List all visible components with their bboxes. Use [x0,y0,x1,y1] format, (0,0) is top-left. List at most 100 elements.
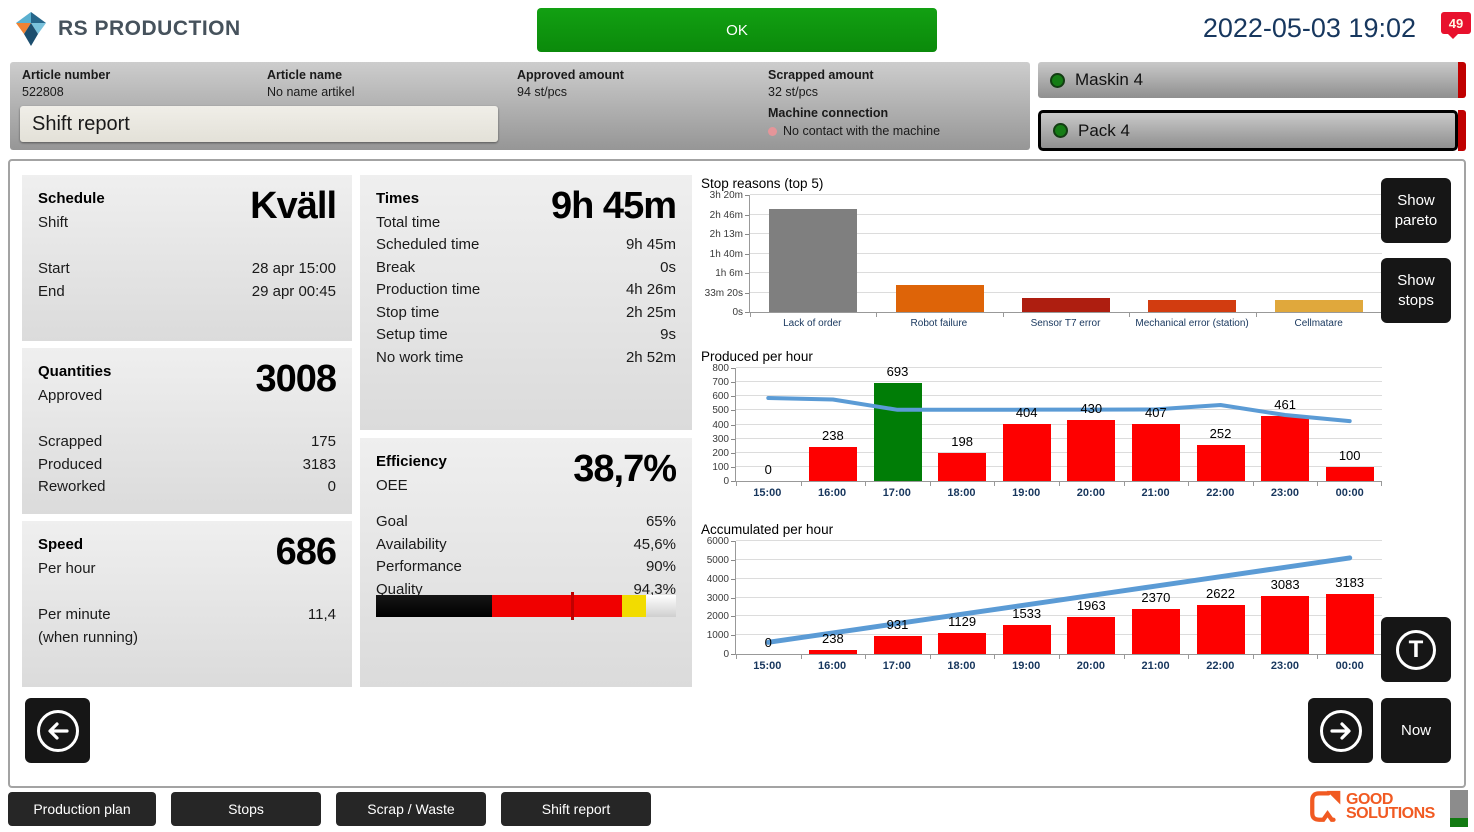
row-label: Setup time [376,326,448,343]
x-axis-label: 15:00 [753,660,782,672]
chart-bar [1022,297,1110,312]
reworked-row: Reworked 0 [38,476,336,499]
show-pareto-button[interactable]: Show pareto [1381,178,1451,243]
t-icon: T [1396,629,1436,670]
x-axis-label: 18:00 [947,487,976,499]
next-shift-button[interactable] [1308,698,1373,763]
quantities-title: Quantities [38,363,112,380]
accumulated-per-hour-chart: Accumulated per hour 0 1000 2000 3000 4000 50… [701,522,1382,672]
bar-value-label: 3083 [1270,576,1300,592]
scheduled-time-row: Scheduled time 9h 45m [376,234,676,257]
row-label: Performance [376,558,462,575]
chart-bar [1131,423,1180,481]
timeline-t-button[interactable]: T [1381,617,1451,682]
machine-alert-strip [1458,110,1466,151]
chart-bar [873,636,922,654]
bar-value-label: 100 [1338,447,1361,463]
nav-production-plan[interactable]: Production plan [8,792,156,826]
row-value: 4h 26m [625,281,676,298]
chart-bar [1131,609,1180,654]
chart-bar [1148,300,1237,312]
approved-quantity-value: 3008 [255,358,337,400]
previous-shift-button[interactable] [25,698,90,763]
x-axis-label: 17:00 [882,487,911,499]
bar-value-label: 0 [764,462,772,477]
x-axis-label: 23:00 [1270,487,1300,499]
shift-name-value: Kväll [250,185,337,227]
x-axis-label: 21:00 [1141,487,1170,499]
row-label: Reworked [38,478,106,495]
corner-green-block [1450,818,1468,827]
x-axis-label: Mechanical error (station) [1135,318,1249,329]
row-value: 0 [327,478,336,495]
row-value: 9s [660,326,676,343]
x-axis-label: 23:00 [1270,660,1300,672]
rs-production-logo: RS PRODUCTION [14,10,241,48]
times-title: Times [376,190,420,207]
scrapped-amount-label: Scrapped amount [768,68,874,82]
no-work-time-row: No work time 2h 52m [376,347,676,370]
x-axis-label: 18:00 [947,660,976,672]
notification-badge[interactable]: 49 [1441,12,1471,39]
per-minute-row: Per minute 11,4 [38,604,336,627]
x-axis-label: Robot failure [910,318,968,329]
row-value: 3183 [302,455,336,473]
row-value: 2h 52m [625,348,676,366]
arrow-left-icon [36,709,79,752]
machine-label: Maskin 4 [1075,70,1144,89]
show-stops-button[interactable]: Show stops [1381,258,1451,323]
logo-line-2: SOLUTIONS [1346,805,1435,822]
row-label: Production time [376,281,481,298]
scrapped-row: Scrapped 175 [38,431,336,454]
row-value: 2h 25m [625,303,676,321]
break-row: Break 0s [376,257,676,280]
x-axis-label: 20:00 [1076,487,1105,499]
bar-value-label: 407 [1145,404,1167,420]
stop-reasons-chart: Stop reasons (top 5) 0s 33m 20s 1h 6m 1h 40… [701,176,1382,329]
machine-alert-strip [1458,62,1466,98]
article-name-value: No name artikel [267,85,355,99]
machine-button-maskin-4[interactable]: Maskin 4 [1038,62,1466,98]
nav-shift-report[interactable]: Shift report [501,792,651,826]
row-value: 11,4 [307,606,336,623]
status-ok-button[interactable]: OK [537,8,937,52]
chart-bar [1261,595,1310,654]
connection-status-icon [768,126,777,136]
now-button[interactable]: Now [1381,698,1451,763]
good-solutions-icon [1310,790,1341,822]
scrapped-amount-field: Scrapped amount 32 st/pcs [768,68,874,99]
show-stops-label-1: Show [1397,271,1435,289]
times-panel: Times Total time 9h 45m Scheduled time 9… [360,175,692,430]
oee-goal-marker [571,592,574,620]
x-axis-label: 22:00 [1206,660,1235,672]
oee-subtitle: OEE [376,477,408,494]
approved-amount-value: 94 st/pcs [517,85,568,99]
nav-scrap-waste[interactable]: Scrap / Waste [336,792,486,826]
article-name-label: Article name [267,68,343,82]
machine-button-pack-4[interactable]: Pack 4 [1038,110,1466,151]
stop-reasons-chart-title: Stop reasons (top 5) [701,176,824,191]
x-axis-label: Lack of order [783,318,842,329]
speed-subtitle: Per hour [38,560,96,577]
view-selector[interactable]: Shift report [20,106,498,142]
bar-value-label: 238 [822,428,844,444]
article-name-field: Article name No name artikel [267,68,355,99]
performance-row: Performance 90% [376,556,676,579]
row-label: Produced [38,455,103,473]
bar-value-label: 2370 [1141,590,1171,606]
bar-value-label: 3183 [1335,575,1365,591]
row-label: Scrapped [38,433,103,450]
x-axis-label: 22:00 [1206,487,1235,499]
x-axis-label: 00:00 [1335,660,1364,672]
row-label: Quality [376,580,423,598]
x-axis-label: 20:00 [1076,660,1105,672]
x-axis-label: 19:00 [1012,487,1041,499]
accumulated-per-hour-chart-title: Accumulated per hour [701,522,834,537]
nav-stops[interactable]: Stops [171,792,321,826]
article-number-field: Article number 522808 [22,68,110,99]
bar-value-label: 404 [1015,404,1038,420]
x-axis-label: 21:00 [1141,660,1170,672]
machine-status-icon [1053,123,1068,138]
chart-bar [938,632,987,654]
chart-bar [1261,415,1310,481]
